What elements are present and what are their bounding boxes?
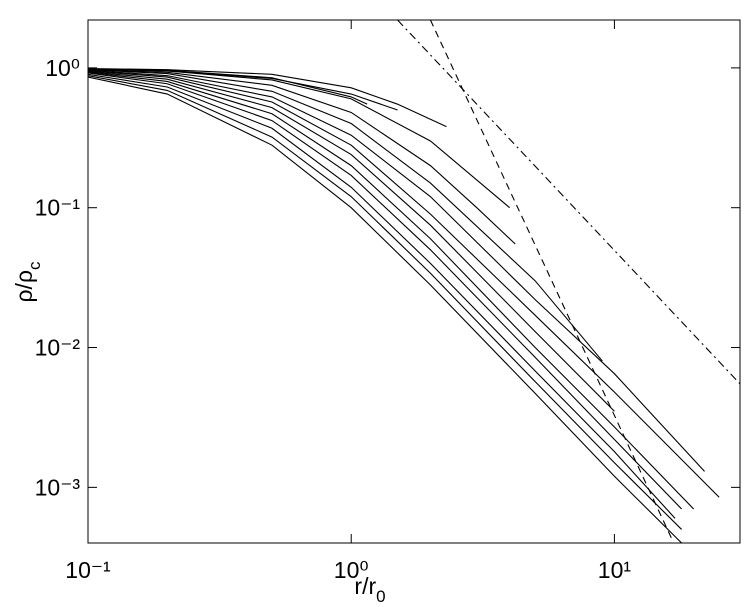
y-axis-label-main: ρ/ρ bbox=[11, 270, 37, 303]
y-tick-label: 10⁻³ bbox=[35, 474, 81, 500]
series-line bbox=[88, 68, 511, 209]
y-tick-label: 10⁰ bbox=[45, 55, 80, 81]
series-line bbox=[88, 70, 720, 498]
x-tick-label: 10⁻¹ bbox=[65, 557, 111, 583]
axes-frame bbox=[87, 19, 741, 544]
y-axis-label-sub: c bbox=[25, 261, 44, 270]
y-axis-label: ρ/ρc bbox=[11, 261, 44, 303]
x-tick-label: 10⁰ bbox=[334, 557, 369, 583]
series-line bbox=[88, 72, 683, 510]
series-line bbox=[397, 20, 740, 385]
y-tick-label: 10⁻² bbox=[35, 335, 81, 361]
plot-area bbox=[88, 20, 740, 543]
x-axis-label-main: r/r bbox=[354, 573, 376, 599]
x-axis-label: r/r0 bbox=[354, 573, 385, 606]
series-line bbox=[88, 71, 695, 510]
series-line bbox=[88, 75, 682, 530]
x-tick-label: 10¹ bbox=[598, 557, 632, 583]
series-line bbox=[88, 69, 705, 472]
series-line bbox=[88, 76, 682, 543]
y-tick-label: 10⁻¹ bbox=[35, 195, 81, 221]
series-line bbox=[88, 73, 676, 519]
series-line bbox=[88, 71, 615, 412]
series-line bbox=[88, 67, 447, 128]
series-line bbox=[88, 69, 516, 245]
series-line bbox=[88, 69, 603, 362]
x-axis-label-sub: 0 bbox=[376, 587, 385, 606]
